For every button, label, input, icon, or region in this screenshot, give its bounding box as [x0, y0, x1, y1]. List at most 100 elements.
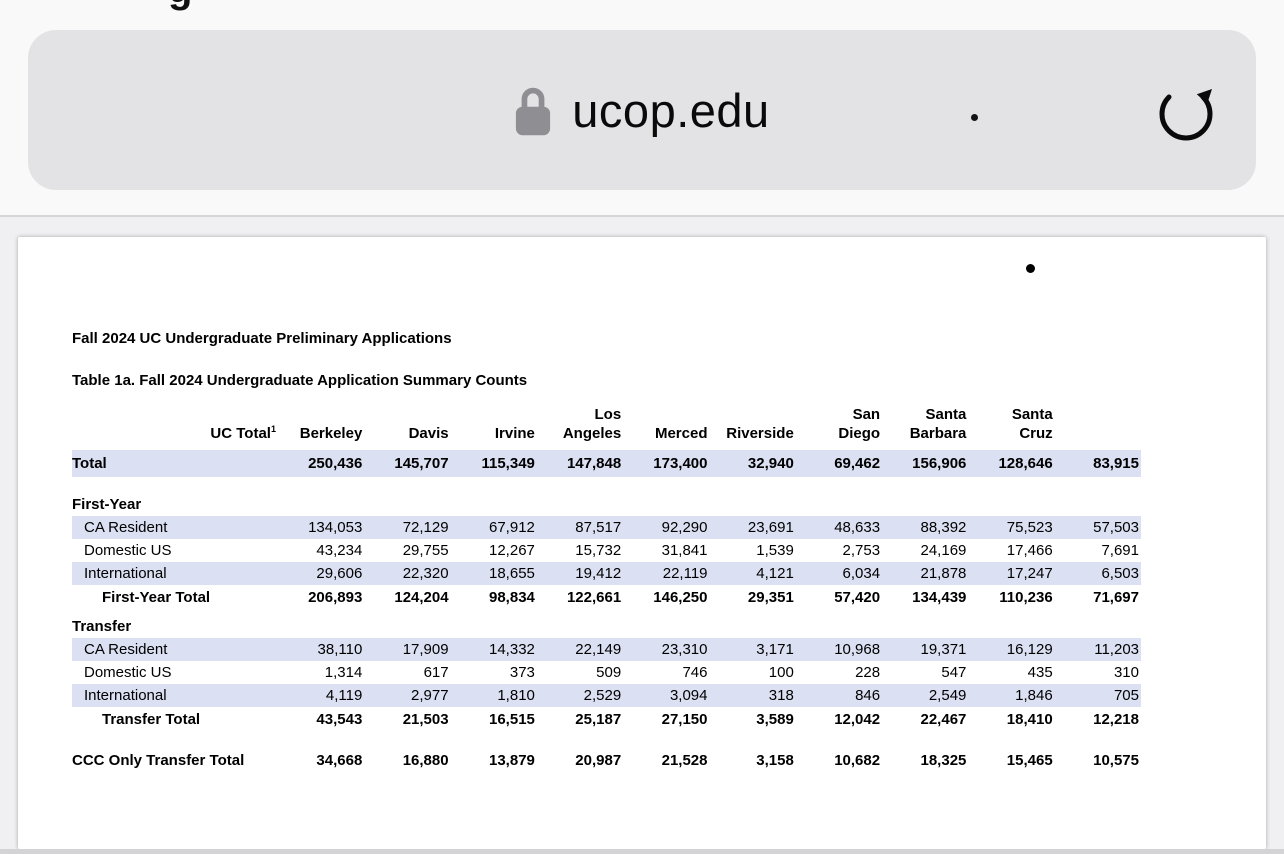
row-label: Transfer — [72, 618, 132, 635]
cell-value: 145,707 — [394, 455, 449, 472]
cell-value: 110,236 — [999, 589, 1053, 606]
cell-value: 57,503 — [1093, 519, 1139, 536]
cell-value: 6,503 — [1101, 565, 1139, 582]
cell-value: 16,880 — [402, 752, 449, 769]
table-row: Domestic US 1,314 617 373 509 746 100 228 547 435… — [72, 661, 1141, 684]
cell-value: 3,589 — [756, 711, 794, 728]
cell-value: 43,543 — [316, 711, 363, 728]
row-label: International — [84, 565, 167, 582]
table-row: Transfer — [72, 615, 1141, 638]
cell-value: 18,325 — [920, 752, 967, 769]
cell-value — [278, 493, 364, 516]
cell-value: 83,915 — [1093, 455, 1139, 472]
cell-value: 2,549 — [928, 687, 967, 704]
cell-value: 71,697 — [1093, 589, 1139, 606]
cell-value: 27,150 — [661, 711, 708, 728]
browser-chrome: g ucop.edu — [0, 0, 1284, 217]
table-row: First-Year Total 206,893 124,204 98,834 122,… — [72, 585, 1141, 610]
row-label: CCC Only Transfer Total — [72, 752, 245, 769]
column-header: Los Angeles — [562, 406, 622, 442]
reload-button[interactable] — [1154, 76, 1218, 144]
row-label: CA Resident — [84, 641, 168, 658]
table-row: Domestic US 43,234 29,755 12,267 15,732 31,84… — [72, 539, 1141, 562]
tab-title-fragment: g — [168, 0, 216, 11]
cell-value: 173,400 — [653, 455, 708, 472]
cell-value: 2,977 — [411, 687, 449, 704]
cell-value — [710, 615, 796, 638]
row-label: First-Year Total — [102, 589, 211, 606]
cell-value: 12,267 — [489, 542, 535, 559]
cell-value: 7,691 — [1101, 542, 1139, 559]
cell-value: 17,247 — [1006, 565, 1053, 582]
cell-value: 23,691 — [747, 519, 794, 536]
cell-value: 23,310 — [661, 641, 708, 658]
row-label: Total — [72, 455, 107, 472]
cell-value: 29,351 — [747, 589, 794, 606]
cell-value — [364, 493, 450, 516]
cell-value: 3,158 — [756, 752, 794, 769]
cell-value: 19,412 — [575, 565, 622, 582]
cell-value: 75,523 — [1006, 519, 1053, 536]
cell-value: 72,129 — [402, 519, 449, 536]
row-label: CA Resident — [84, 519, 168, 536]
document-title: Fall 2024 UC Undergraduate Preliminary A… — [72, 330, 452, 347]
cell-value: 509 — [596, 664, 622, 681]
pdf-page: Fall 2024 UC Undergraduate Preliminary A… — [18, 237, 1266, 849]
cell-value: 10,968 — [834, 641, 881, 658]
cell-value: 22,149 — [575, 641, 622, 658]
cell-value: 17,466 — [1006, 542, 1053, 559]
cell-value: 617 — [423, 664, 449, 681]
cell-value: 22,467 — [920, 711, 967, 728]
cell-value: 6,034 — [842, 565, 881, 582]
cell-value: 547 — [941, 664, 967, 681]
cell-value: 134,053 — [308, 519, 363, 536]
cell-value — [278, 615, 364, 638]
column-header: Riverside — [726, 425, 794, 442]
cell-value — [882, 493, 968, 516]
spacer-row — [72, 477, 1141, 493]
cell-value: 156,906 — [912, 455, 967, 472]
cell-value: 373 — [509, 664, 535, 681]
cell-value: 4,119 — [325, 687, 363, 704]
cell-value: 435 — [1027, 664, 1053, 681]
cell-value: 29,755 — [402, 542, 449, 559]
cell-value: 14,332 — [489, 641, 535, 658]
cell-value: 16,515 — [489, 711, 535, 728]
cell-value: 17,909 — [402, 641, 449, 658]
column-header: Santa Cruz — [1011, 406, 1053, 442]
cell-value: 10,575 — [1093, 752, 1139, 769]
table-row: International 29,606 22,320 18,655 19,412 22,… — [72, 562, 1141, 585]
row-label: Domestic US — [84, 542, 172, 559]
cell-value: 20,987 — [575, 752, 622, 769]
cell-value — [537, 493, 623, 516]
cell-value: 32,940 — [747, 455, 794, 472]
cell-value: 29,606 — [316, 565, 363, 582]
cell-value: 13,879 — [489, 752, 535, 769]
cell-value: 206,893 — [308, 589, 363, 606]
address-bar[interactable]: ucop.edu — [28, 30, 1256, 190]
cell-value: 11,203 — [1094, 641, 1139, 658]
cell-value: 19,371 — [920, 641, 967, 658]
cell-value: 3,171 — [756, 641, 794, 658]
cell-value: 18,655 — [489, 565, 535, 582]
row-label: Domestic US — [84, 664, 172, 681]
cell-value: 69,462 — [834, 455, 881, 472]
cell-value: 250,436 — [308, 455, 363, 472]
cell-value: 146,250 — [653, 589, 708, 606]
cell-value: 1,314 — [324, 664, 363, 681]
cell-value — [1055, 615, 1141, 638]
cell-value — [537, 615, 623, 638]
cell-value: 100 — [768, 664, 794, 681]
row-label: Transfer Total — [102, 711, 201, 728]
cell-value — [451, 493, 537, 516]
table-row: CA Resident 134,053 72,129 67,912 87,517 92,2… — [72, 516, 1141, 539]
cell-value: 92,290 — [661, 519, 708, 536]
cell-value: 22,119 — [662, 565, 708, 582]
cell-value: 98,834 — [489, 589, 535, 606]
cell-value: 134,439 — [912, 589, 967, 606]
cell-value: 2,529 — [583, 687, 622, 704]
cell-value — [364, 615, 450, 638]
column-header: Davis — [408, 425, 449, 442]
column-header: UC Total1 — [210, 424, 276, 443]
cell-value — [968, 493, 1054, 516]
